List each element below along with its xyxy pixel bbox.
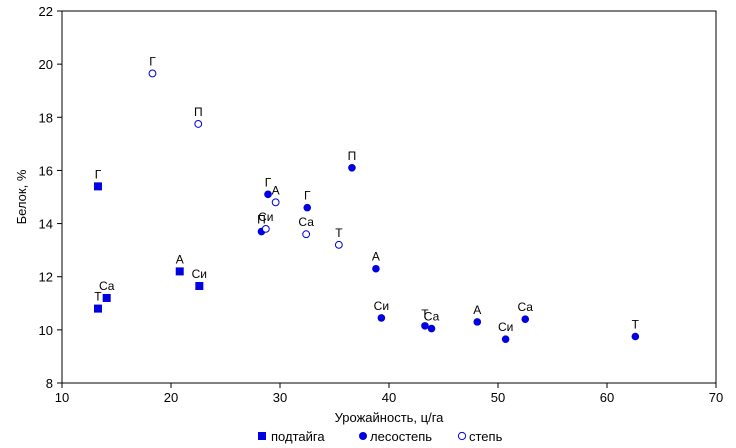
point-square [93,304,102,313]
x-tick-label: 20 [164,390,178,405]
data-points [93,69,640,343]
point-label: Са [424,310,440,324]
y-tick-label: 8 [46,376,53,391]
legend-label-step: степь [469,429,503,444]
legend-marker-step [457,431,467,441]
point-label: Са [99,279,115,293]
point-square [195,282,204,291]
y-axis-title: Белок, % [14,169,29,224]
point-label: П [257,213,266,227]
point-label: Т [421,307,429,321]
point-label: Т [94,290,102,304]
x-axis-title: Урожайность, ц/га [335,410,445,425]
point-open-circle [148,69,157,78]
point-label: П [348,149,357,163]
y-tick-label: 14 [39,217,53,232]
point-filled-circle [264,190,272,199]
x-tick-label: 50 [491,390,505,405]
point-label: П [194,105,203,119]
point-filled-circle [421,322,429,330]
plot-frame [61,10,717,384]
point-open-circle [334,240,343,249]
point-square [175,267,184,276]
point-label: А [272,183,280,197]
x-tick-label: 60 [600,390,614,405]
point-label: Си [258,210,273,224]
point-filled-circle [521,315,530,324]
point-label: Са [518,300,534,314]
x-tick-label: 10 [55,390,69,405]
point-label: Г [304,189,311,203]
point-filled-circle [348,163,356,172]
point-filled-circle [372,264,380,273]
point-label: А [473,303,481,317]
legend: подтайга лесостепь степь [258,429,503,444]
point-label: А [372,250,380,264]
point-label: Г [95,167,102,181]
legend-label-lesostep: лесостепь [370,429,432,444]
point-filled-circle [631,332,640,341]
point-open-circle [261,224,270,233]
x-tick-label: 70 [709,390,723,405]
y-tick-label: 12 [39,270,53,285]
point-open-circle [271,198,280,207]
point-label: Г [265,175,272,189]
point-label: Си [498,320,513,334]
y-tick-label: 20 [39,57,53,72]
point-open-circle [302,230,311,239]
point-label: Си [374,299,389,313]
point-label: Т [335,226,343,240]
x-tick-label: 30 [273,390,287,405]
y-tick-label: 16 [39,163,53,178]
point-label: Са [298,215,314,229]
point-filled-circle [377,314,386,322]
point-label: Т [632,318,640,332]
legend-label-podtaiga: подтайга [271,429,325,444]
x-tick-label: 40 [382,390,396,405]
point-filled-circle [501,335,510,343]
point-label: Си [192,267,207,281]
y-tick-label: 22 [39,4,53,19]
y-tick-label: 18 [39,110,53,125]
point-square [102,293,111,302]
point-label: Г [149,54,156,68]
point-square [93,182,102,191]
point-filled-circle [473,318,482,326]
legend-marker-lesostep [359,432,367,440]
point-filled-circle [303,203,312,212]
point-label: А [176,252,184,266]
point-filled-circle [427,324,436,333]
point-open-circle [194,120,203,128]
y-tick-label: 10 [39,323,53,338]
legend-marker-podtaiga [258,432,266,440]
